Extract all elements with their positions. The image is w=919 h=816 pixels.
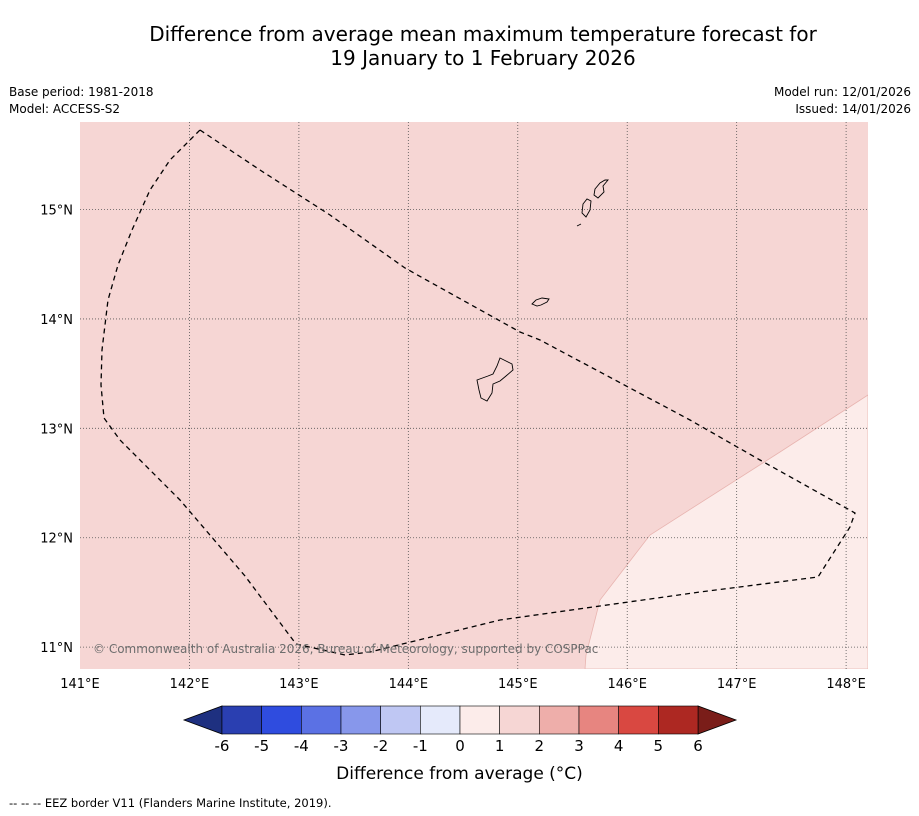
latitude-label: 14°N [40,313,73,328]
longitude-label: 142°E [170,677,210,692]
colorbar-bin [340,705,381,735]
colorbar-tick-label: 3 [574,737,584,755]
chart-title: Difference from average mean maximum tem… [0,22,919,70]
meta-left: Base period: 1981-2018 Model: ACCESS-S2 [9,84,154,118]
colorbar-tick-label: 6 [693,737,703,755]
meta-right: Model run: 12/01/2026 Issued: 14/01/2026 [774,84,911,118]
colorbar-bin [539,705,580,735]
footnote: -- -- -- EEZ border V11 (Flanders Marine… [9,796,332,810]
colorbar-bin [499,705,540,735]
island-tinian [581,198,592,218]
longitude-label: 144°E [389,677,429,692]
model-name: Model: ACCESS-S2 [9,102,121,116]
longitude-labels: 141°E 142°E 143°E 144°E 145°E 146°E 147°E 148°E [60,677,866,692]
colorbar-bin [261,705,302,735]
colorbar-bin [420,705,461,735]
island-aguijan [576,223,582,227]
latitude-label: 11°N [40,641,73,656]
colorbar-bin [658,705,699,735]
island-saipan [593,179,609,199]
colorbar-tick-label: 2 [535,737,545,755]
colorbar-bin [618,705,659,735]
map-gridlines [80,122,868,669]
colorbar-bin [221,705,262,735]
title-line-1: Difference from average mean maximum tem… [149,22,817,46]
longitude-label: 148°E [826,677,866,692]
base-period: Base period: 1981-2018 [9,85,154,99]
colorbar-tick-label: 0 [455,737,465,755]
island-rota [531,297,550,307]
colorbar-tick-label: -3 [334,737,349,755]
latitude-label: 12°N [40,532,73,547]
colorbar-tick-label: -1 [413,737,428,755]
longitude-label: 145°E [498,677,538,692]
anomaly-region-0-to-1 [584,394,868,669]
eez-border [100,129,856,656]
colorbar-bin [380,705,421,735]
colorbar-tick-label: 5 [654,737,664,755]
title-line-2: 19 January to 1 February 2026 [330,46,636,70]
model-run: Model run: 12/01/2026 [773,85,911,99]
issued-date: Issued: 14/01/2026 [795,102,911,116]
colorbar-bin [578,705,619,735]
colorbar-tick-label: -2 [373,737,388,755]
colorbar-tick-label: 4 [614,737,624,755]
colorbar-tick-label: -5 [254,737,269,755]
colorbar-tick-label: 1 [495,737,505,755]
colorbar-bin [301,705,342,735]
longitude-label: 143°E [279,677,319,692]
longitude-label: 147°E [717,677,757,692]
colorbar-extend-high [697,705,738,735]
latitude-label: 15°N [40,204,73,219]
map: © Commonwealth of Australia 2026, Bureau… [40,122,868,692]
colorbar-tick-label: -6 [215,737,230,755]
latitude-label: 13°N [40,422,73,437]
latitude-labels: 11°N 12°N 13°N 14°N 15°N [40,204,73,657]
colorbar: -6 -5 -4 -3 -2 -1 0 1 2 3 4 5 6 [182,705,738,755]
island-guam [476,357,514,402]
colorbar-bin [459,705,500,735]
longitude-label: 141°E [60,677,100,692]
longitude-label: 146°E [607,677,647,692]
copyright-text: © Commonwealth of Australia 2026, Bureau… [93,642,598,656]
colorbar-extend-low [182,705,223,735]
colorbar-tick-label: -4 [294,737,309,755]
colorbar-title: Difference from average (°C) [336,764,583,784]
